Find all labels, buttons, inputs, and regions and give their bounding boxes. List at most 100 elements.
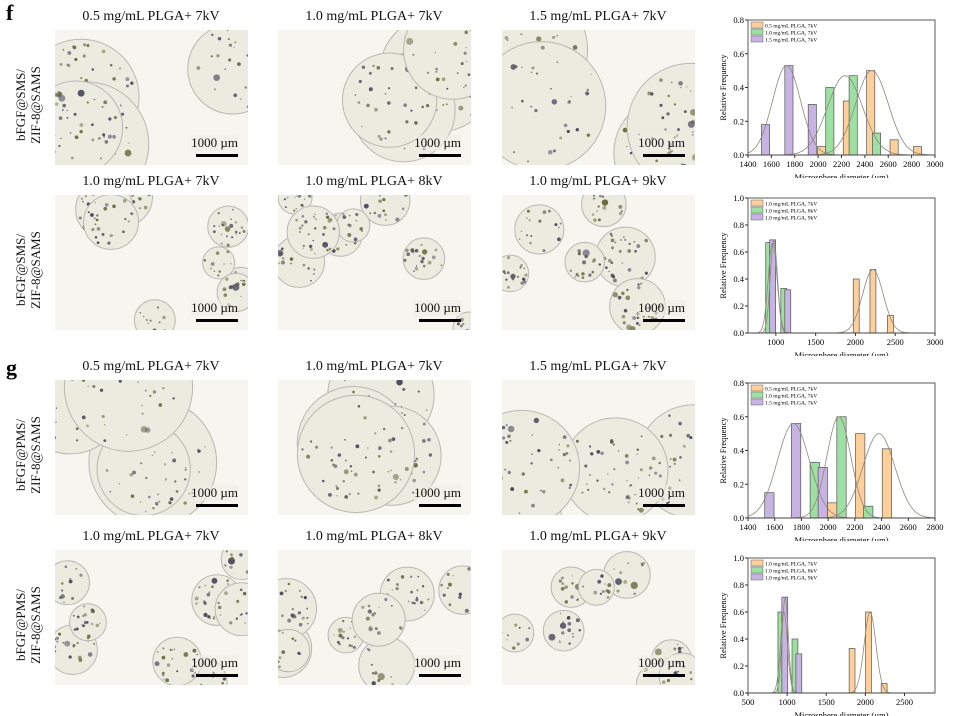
particle xyxy=(374,495,378,500)
particle xyxy=(621,314,626,319)
particle xyxy=(667,94,670,98)
micrograph: 1000 µm xyxy=(502,550,695,685)
particle xyxy=(211,577,218,584)
particle xyxy=(223,263,225,265)
x-tick-label: 2600 xyxy=(880,159,897,169)
particle xyxy=(284,589,287,593)
particle xyxy=(506,639,508,641)
particle xyxy=(531,453,533,456)
particle xyxy=(467,73,471,76)
gaussian-fit-purple xyxy=(748,595,935,694)
x-tick-label: 2800 xyxy=(927,522,944,532)
legend-swatch-purple xyxy=(750,398,764,406)
particle xyxy=(604,583,606,585)
particle xyxy=(395,217,400,222)
particle xyxy=(347,233,352,238)
particle xyxy=(87,385,89,388)
particle xyxy=(563,587,565,589)
particle xyxy=(92,384,96,389)
particle xyxy=(465,46,467,49)
particle xyxy=(520,230,523,232)
particle xyxy=(446,573,450,576)
particle xyxy=(529,241,532,245)
particle xyxy=(371,613,375,617)
plot-frame xyxy=(747,197,936,334)
particle xyxy=(119,104,122,107)
particle xyxy=(166,663,171,667)
particle xyxy=(413,270,415,273)
particle xyxy=(464,84,467,87)
particle xyxy=(557,226,560,229)
particle xyxy=(520,33,523,36)
particle xyxy=(596,210,598,212)
microspheres xyxy=(296,380,442,514)
particle xyxy=(428,453,433,457)
particle xyxy=(638,324,641,327)
particle xyxy=(407,600,410,603)
particle xyxy=(402,387,406,391)
particle xyxy=(673,462,677,466)
y-tick-label: 1.0 xyxy=(733,193,744,203)
particle xyxy=(118,380,122,383)
particle xyxy=(233,93,238,98)
particle xyxy=(453,42,458,46)
particle xyxy=(577,252,581,256)
particle xyxy=(556,34,559,37)
particle xyxy=(71,596,75,600)
particle xyxy=(378,195,382,197)
particle xyxy=(325,212,328,215)
particle xyxy=(566,615,571,620)
particle xyxy=(505,440,509,445)
particle xyxy=(637,508,640,511)
particle xyxy=(567,628,572,633)
particle xyxy=(398,626,402,630)
particle xyxy=(510,64,517,70)
y-tick-label: 0.4 xyxy=(733,83,744,93)
particle xyxy=(336,640,340,644)
particle xyxy=(95,623,100,628)
particle xyxy=(559,612,562,615)
particle xyxy=(413,602,416,605)
particle xyxy=(470,114,471,116)
particle xyxy=(328,492,332,497)
bar-purple xyxy=(761,124,770,156)
particle xyxy=(287,582,291,586)
particle xyxy=(341,636,345,640)
particle xyxy=(281,631,284,634)
particle xyxy=(627,267,632,272)
legend-label: 1.0 mg/mL PLGA, 9kV xyxy=(765,216,817,222)
legend-label: 1.5 mg/mL PLGA, 7kV xyxy=(765,38,817,44)
particle xyxy=(463,86,465,89)
particle xyxy=(315,445,319,449)
particle xyxy=(572,45,578,50)
particle xyxy=(601,199,609,206)
particle xyxy=(567,621,572,626)
particle xyxy=(371,681,376,685)
particle xyxy=(553,36,556,38)
particle xyxy=(677,646,682,651)
particle xyxy=(58,116,63,120)
particle xyxy=(112,135,116,139)
particle xyxy=(210,262,215,266)
histogram-chart: 1400 1600 1800 2000 2200 2400 2600 2800 3000 0.0 0… xyxy=(700,0,955,182)
particle xyxy=(582,585,585,588)
particle xyxy=(524,273,528,277)
particle xyxy=(678,479,681,482)
particle xyxy=(75,427,79,431)
particle xyxy=(683,164,687,165)
scale-bar-label: 1000 µm xyxy=(191,655,238,671)
particle xyxy=(426,71,430,74)
particle xyxy=(637,283,640,286)
microsphere xyxy=(577,568,615,606)
particle xyxy=(639,468,643,472)
particle xyxy=(176,670,179,673)
particle xyxy=(278,262,281,265)
particle xyxy=(143,205,148,210)
particle xyxy=(561,582,564,585)
particle xyxy=(141,404,143,407)
particle xyxy=(403,103,407,107)
particle xyxy=(301,448,304,451)
x-tick-label: 1500 xyxy=(818,697,835,707)
particle xyxy=(217,37,222,41)
particle xyxy=(373,107,378,112)
